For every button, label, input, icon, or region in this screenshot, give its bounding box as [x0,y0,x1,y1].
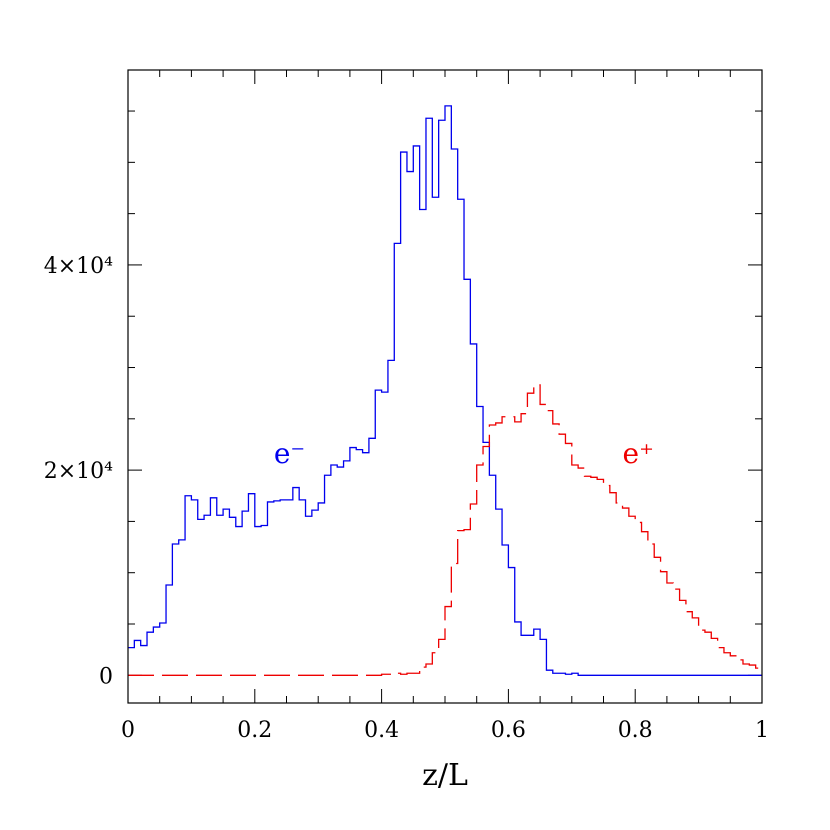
axis-labels: 0 0.2 0.4 0.6 0.8 1 0 2×10⁴ 4×10⁴ [44,254,769,743]
x-tick-label: 1 [755,718,769,743]
positron-histogram [128,384,762,676]
x-axis-title: z/L [422,758,468,793]
x-tick-label: 0.4 [364,718,399,743]
electron-label: e⁻ [274,437,305,470]
axis-ticks [127,70,763,703]
y-tick-label: 4×10⁴ [44,254,113,279]
y-tick-label: 2×10⁴ [44,459,113,484]
series-layer: e⁻ e⁺ [128,105,762,676]
plot-frame [127,69,763,704]
electron-histogram [128,105,762,676]
x-tick-label: 0.6 [491,718,526,743]
y-tick-label: 0 [99,664,113,689]
x-tick-label: 0.8 [618,718,653,743]
positron-label: e⁺ [623,437,654,470]
x-tick-label: 0.2 [237,718,272,743]
x-tick-label: 0 [121,718,135,743]
